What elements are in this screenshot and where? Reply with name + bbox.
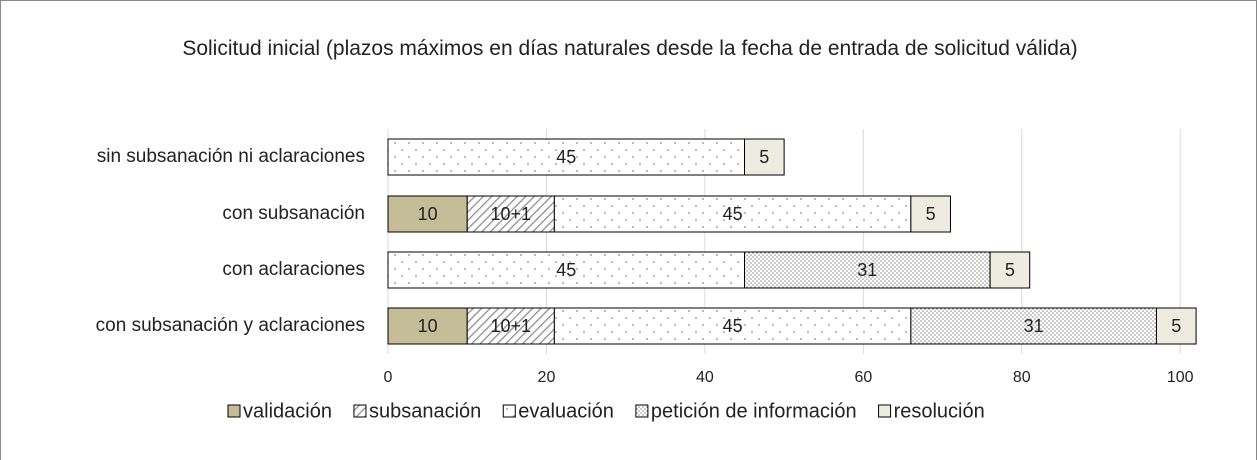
y-tick-label: con subsanación bbox=[222, 203, 365, 224]
bar-segment bbox=[989, 251, 1031, 289]
bar-segment bbox=[466, 307, 555, 345]
data-label: 10 bbox=[418, 316, 438, 336]
bar-segment bbox=[387, 195, 468, 233]
bar-segment bbox=[1155, 307, 1197, 345]
bar-segment bbox=[466, 195, 555, 233]
data-label: 45 bbox=[723, 316, 743, 336]
bar-segment bbox=[387, 138, 746, 176]
data-label: 31 bbox=[1024, 316, 1044, 336]
bar-segment bbox=[910, 307, 1157, 345]
x-tick-label: 0 bbox=[384, 369, 393, 386]
data-label: 10+1 bbox=[491, 204, 532, 224]
data-label: 10+1 bbox=[491, 316, 532, 336]
legend-label: validación bbox=[243, 400, 332, 422]
data-label: 5 bbox=[759, 147, 769, 167]
data-label: 5 bbox=[926, 204, 936, 224]
legend-swatch bbox=[227, 404, 241, 418]
data-label: 45 bbox=[723, 204, 743, 224]
legend-label: subsanación bbox=[369, 400, 481, 422]
legend-swatch bbox=[502, 404, 516, 418]
legend-swatch bbox=[878, 404, 892, 418]
bar-segment bbox=[553, 307, 912, 345]
x-tick-label: 100 bbox=[1167, 369, 1194, 386]
data-label: 5 bbox=[1171, 316, 1181, 336]
chart-title: Solicitud inicial (plazos máximos en día… bbox=[182, 37, 1078, 60]
x-tick-label: 40 bbox=[696, 369, 714, 386]
x-tick-label: 20 bbox=[538, 369, 556, 386]
data-label: 5 bbox=[1005, 260, 1015, 280]
data-label: 10 bbox=[418, 204, 438, 224]
legend-swatch bbox=[635, 404, 649, 418]
data-label: 45 bbox=[556, 147, 576, 167]
y-tick-label: sin subsanación ni aclaraciones bbox=[97, 146, 365, 167]
y-tick-label: con aclaraciones bbox=[222, 259, 365, 280]
data-label: 45 bbox=[556, 260, 576, 280]
legend-swatch bbox=[353, 404, 367, 418]
legend-label: resolución bbox=[894, 400, 985, 422]
x-tick-label: 80 bbox=[1013, 369, 1031, 386]
data-label: 31 bbox=[857, 260, 877, 280]
bar-segment bbox=[910, 195, 951, 233]
legend-label: petición de información bbox=[651, 400, 857, 422]
bar-segment bbox=[744, 138, 785, 176]
bar-segment bbox=[553, 195, 912, 233]
legend-label: evaluación bbox=[518, 400, 614, 422]
x-tick-label: 60 bbox=[854, 369, 872, 386]
y-tick-label: con subsanación y aclaraciones bbox=[96, 315, 365, 336]
